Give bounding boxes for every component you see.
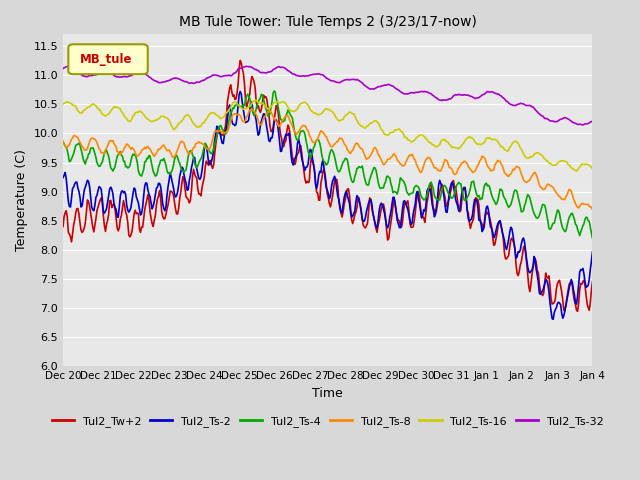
Text: MB_tule: MB_tule xyxy=(80,53,132,66)
X-axis label: Time: Time xyxy=(312,387,343,400)
Legend: Tul2_Tw+2, Tul2_Ts-2, Tul2_Ts-4, Tul2_Ts-8, Tul2_Ts-16, Tul2_Ts-32: Tul2_Tw+2, Tul2_Ts-2, Tul2_Ts-4, Tul2_Ts… xyxy=(47,412,608,432)
Title: MB Tule Tower: Tule Temps 2 (3/23/17-now): MB Tule Tower: Tule Temps 2 (3/23/17-now… xyxy=(179,15,477,29)
Y-axis label: Temperature (C): Temperature (C) xyxy=(15,149,28,252)
FancyBboxPatch shape xyxy=(68,44,148,74)
